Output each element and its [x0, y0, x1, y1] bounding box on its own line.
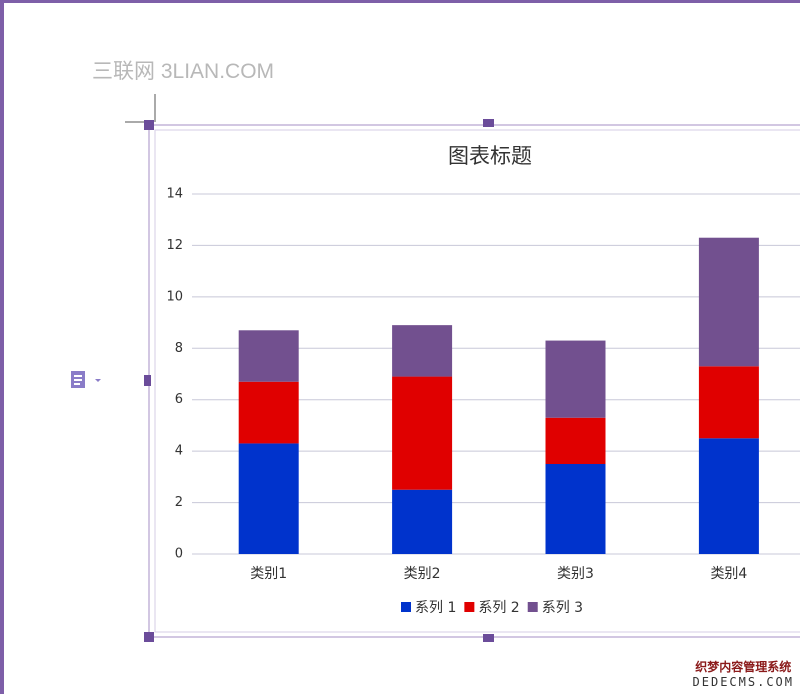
legend-label: 系列 3: [542, 600, 583, 616]
corner-watermark: 织梦内容管理系统 DEDECMS.COM: [693, 660, 794, 690]
layout-options-icon[interactable]: [71, 371, 101, 388]
x-tick-label: 类别1: [250, 566, 287, 582]
bar-segment: [545, 417, 606, 464]
x-tick-label: 类别4: [710, 566, 747, 582]
y-tick-label: 2: [175, 495, 183, 510]
left-border: [0, 0, 4, 694]
corner-watermark-line: 织梦内容管理系统: [695, 660, 792, 674]
y-tick-label: 12: [166, 238, 183, 253]
resize-handle[interactable]: [144, 632, 154, 642]
bar-segment: [238, 443, 299, 554]
resize-handle[interactable]: [144, 120, 154, 130]
top-border: [0, 0, 800, 3]
bar-segment: [392, 376, 453, 490]
bar-segment: [392, 325, 453, 377]
bar-segment: [698, 366, 759, 439]
bar-segment: [698, 237, 759, 367]
resize-handle[interactable]: [483, 634, 494, 642]
legend-label: 系列 2: [478, 600, 519, 616]
legend-swatch: [464, 602, 475, 612]
y-tick-label: 4: [175, 444, 183, 459]
chart-area: [154, 129, 800, 633]
y-tick-label: 6: [175, 392, 183, 407]
legend-swatch: [527, 602, 538, 612]
resize-handle[interactable]: [483, 119, 494, 127]
y-tick-label: 0: [175, 547, 183, 562]
bar-segment: [238, 381, 299, 444]
bar-segment: [238, 330, 299, 382]
corner-watermark-line: DEDECMS.COM: [692, 675, 794, 689]
chart-title: 图表标题: [448, 144, 532, 168]
x-tick-label: 类别2: [404, 566, 441, 582]
bar-segment: [545, 464, 606, 554]
bar-segment: [392, 489, 453, 554]
bar-segment: [698, 438, 759, 554]
bar-segment: [545, 340, 606, 418]
y-tick-label: 14: [166, 187, 183, 202]
y-tick-label: 8: [175, 341, 183, 356]
watermark: 三联网 3LIAN.COM: [92, 60, 275, 83]
resize-handle[interactable]: [144, 375, 151, 386]
legend-swatch: [401, 602, 411, 612]
y-tick-label: 10: [166, 289, 183, 304]
x-tick-label: 类别3: [557, 566, 594, 582]
legend-label: 系列 1: [415, 600, 456, 616]
